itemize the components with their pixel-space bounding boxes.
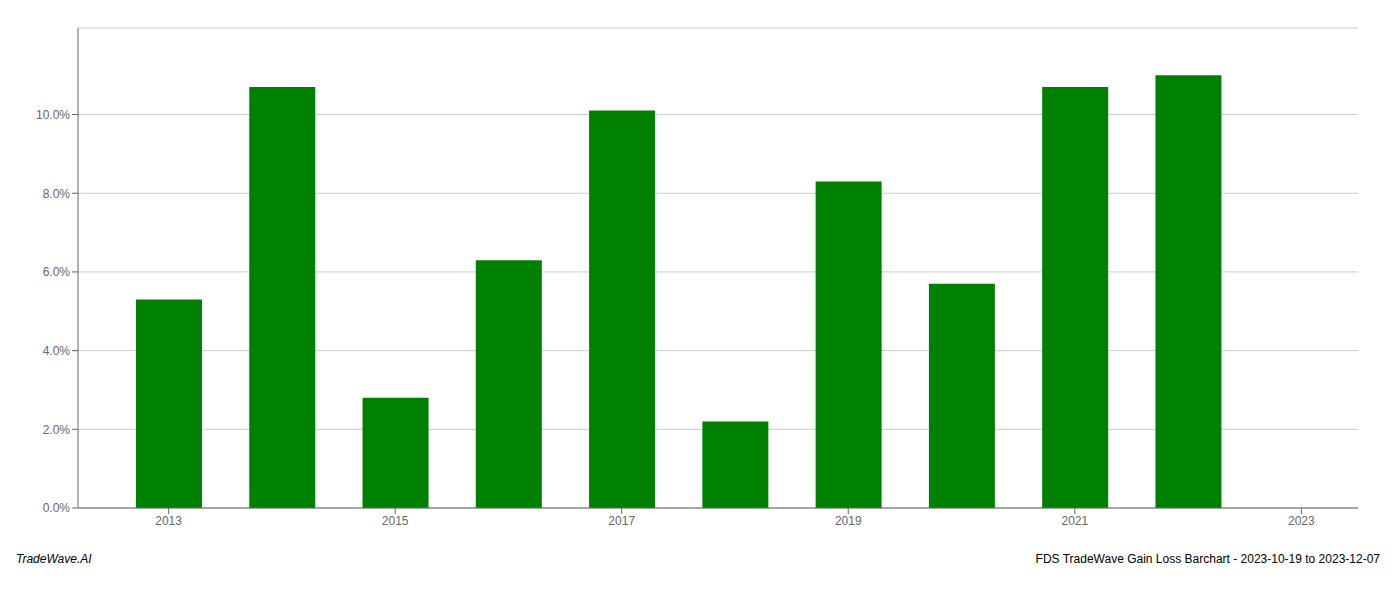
svg-text:2019: 2019 (835, 514, 862, 528)
svg-text:2017: 2017 (608, 514, 635, 528)
svg-text:2023: 2023 (1288, 514, 1315, 528)
html-text:FDS TradeWave Gain Loss Barcha: FDS TradeWave Gain Loss Barchart - 2023-… (1035, 552, 1380, 566)
svg-text:2013: 2013 (155, 514, 182, 528)
svg-text:6.0%: 6.0% (43, 265, 71, 279)
svg-text:2.0%: 2.0% (43, 423, 71, 437)
svg-text:0.0%: 0.0% (43, 501, 71, 515)
svg-text:10.0%: 10.0% (36, 108, 70, 122)
svg-text:4.0%: 4.0% (43, 344, 71, 358)
html-text:TradeWave.AI: TradeWave.AI (16, 552, 92, 566)
svg-text:8.0%: 8.0% (43, 187, 71, 201)
svg-text:2015: 2015 (382, 514, 409, 528)
svg-text:2021: 2021 (1061, 514, 1088, 528)
